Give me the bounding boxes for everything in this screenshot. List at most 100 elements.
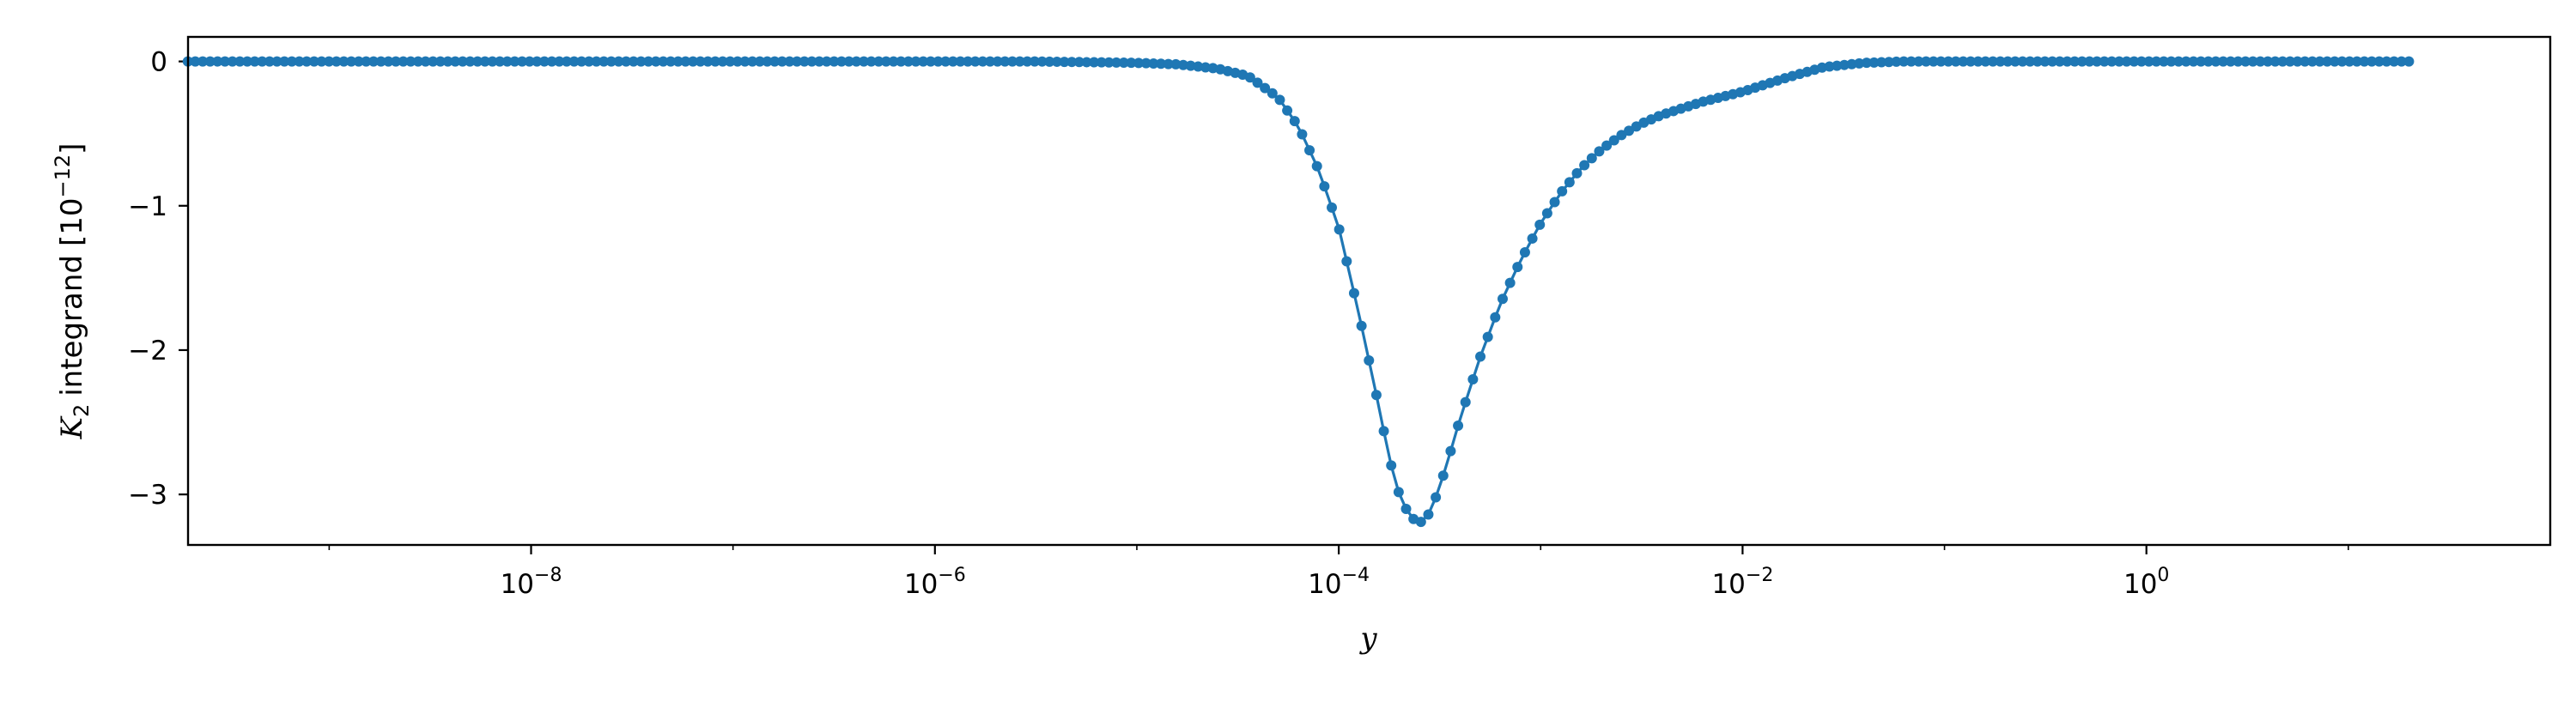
data-point-105	[963, 56, 974, 67]
data-point-276	[2233, 56, 2244, 67]
data-point-17	[308, 56, 319, 67]
data-point-260	[2114, 56, 2125, 67]
data-point-243	[1987, 56, 1998, 67]
data-point-270	[2188, 56, 2199, 67]
y-axis-label-subscript: 2	[70, 404, 94, 417]
data-point-157	[1348, 287, 1359, 299]
data-point-168	[1431, 492, 1442, 503]
data-point-8	[241, 56, 252, 67]
data-point-61	[635, 56, 647, 67]
data-point-41	[487, 56, 498, 67]
data-point-104	[955, 56, 966, 67]
data-point-81	[784, 56, 795, 67]
data-point-271	[2196, 56, 2207, 67]
data-point-70	[702, 56, 714, 67]
data-point-88	[836, 56, 848, 67]
data-point-58	[613, 56, 624, 67]
data-point-128	[1133, 57, 1145, 69]
x-tick-label-2: 10−4	[1308, 565, 1370, 600]
data-point-55	[591, 56, 602, 67]
data-point-57	[605, 56, 617, 67]
data-point-89	[843, 56, 854, 67]
data-point-34	[434, 56, 446, 67]
data-point-154	[1327, 202, 1338, 213]
data-point-30	[405, 56, 416, 67]
data-point-167	[1423, 509, 1434, 520]
data-point-176	[1490, 312, 1501, 323]
data-point-147	[1274, 94, 1285, 106]
data-point-5	[220, 56, 231, 67]
data-point-158	[1356, 320, 1367, 331]
data-point-48	[539, 56, 550, 67]
data-point-279	[2255, 56, 2266, 67]
data-point-112	[1014, 56, 1025, 67]
data-point-49	[546, 56, 557, 67]
data-point-185	[1557, 185, 1568, 197]
data-point-255	[2076, 56, 2087, 67]
data-point-98	[910, 56, 921, 67]
data-point-7	[234, 56, 246, 67]
data-point-237	[1943, 56, 1954, 67]
data-point-244	[1995, 56, 2006, 67]
data-point-40	[479, 56, 490, 67]
data-point-87	[829, 56, 840, 67]
data-point-226	[1861, 57, 1872, 69]
data-point-228	[1876, 57, 1887, 68]
data-point-162	[1386, 460, 1397, 471]
data-point-37	[457, 56, 468, 67]
data-point-82	[792, 56, 803, 67]
data-point-242	[1980, 56, 1991, 67]
data-point-106	[969, 56, 981, 67]
data-point-245	[2002, 56, 2014, 67]
data-point-235	[1928, 56, 1939, 67]
data-point-150	[1297, 129, 1308, 140]
data-point-161	[1378, 426, 1389, 437]
data-point-101	[933, 56, 944, 67]
data-point-46	[524, 56, 535, 67]
data-point-3	[204, 56, 216, 67]
data-point-251	[2047, 56, 2058, 67]
data-point-136	[1193, 61, 1204, 72]
data-point-153	[1319, 181, 1330, 192]
data-point-80	[776, 56, 787, 67]
data-point-91	[859, 56, 869, 67]
data-point-269	[2180, 56, 2191, 67]
data-point-266	[2158, 56, 2169, 67]
data-point-159	[1364, 355, 1375, 366]
data-point-277	[2240, 56, 2251, 67]
data-point-149	[1289, 116, 1300, 127]
data-point-22	[346, 56, 357, 67]
data-point-16	[301, 56, 313, 67]
data-point-178	[1504, 277, 1516, 288]
data-point-283	[2284, 56, 2295, 67]
data-point-293	[2359, 56, 2370, 67]
data-point-1	[190, 56, 201, 67]
data-point-9	[249, 56, 260, 67]
data-point-252	[2054, 56, 2065, 67]
data-point-69	[695, 56, 706, 67]
data-point-56	[598, 56, 610, 67]
data-point-103	[947, 56, 958, 67]
data-point-241	[1972, 56, 1984, 67]
data-point-44	[509, 56, 520, 67]
data-point-285	[2300, 56, 2311, 67]
data-point-118	[1059, 57, 1070, 68]
data-point-191	[1601, 140, 1613, 151]
data-point-164	[1400, 504, 1412, 515]
data-point-282	[2277, 56, 2288, 67]
data-point-296	[2381, 56, 2392, 67]
data-point-239	[1958, 56, 1969, 67]
y-axis-label-unit-close: ]	[55, 143, 89, 154]
data-point-180	[1519, 247, 1530, 258]
data-point-254	[2069, 56, 2081, 67]
data-point-62	[643, 56, 654, 67]
data-point-134	[1177, 59, 1188, 70]
data-point-225	[1854, 57, 1865, 69]
data-point-268	[2173, 56, 2184, 67]
data-point-133	[1170, 58, 1182, 70]
data-point-190	[1594, 146, 1605, 157]
data-point-43	[501, 56, 513, 67]
y-tick-label-1: −1	[128, 191, 167, 222]
data-point-234	[1921, 56, 1932, 67]
